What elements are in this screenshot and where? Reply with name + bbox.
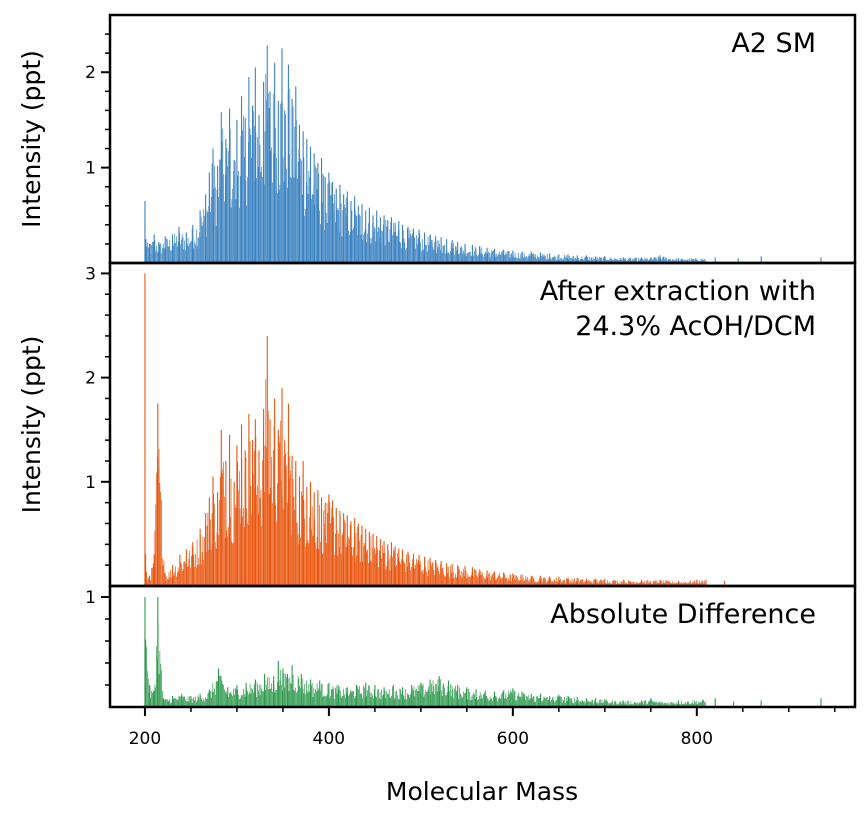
- x-tick-label: 200: [129, 729, 161, 749]
- panel-3: 1 Absolute Difference: [85, 584, 857, 709]
- x-axis-title: Molecular Mass: [386, 777, 578, 806]
- chart-panels: 1 2 Intensity (ppt) A2 SM 1 2 3 Intensity (ppt)…: [17, 13, 857, 709]
- panel-1: 1 2 Intensity (ppt) A2 SM: [17, 13, 857, 265]
- y-tick-label: 2: [85, 369, 96, 389]
- x-tick-label: 600: [497, 729, 529, 749]
- panel-title: A2 SM: [731, 28, 816, 59]
- y-axis-title: Intensity (ppt): [17, 50, 46, 228]
- panel-1-bars: [144, 45, 822, 263]
- panel-title: Absolute Difference: [550, 599, 816, 630]
- x-tick-label: 800: [681, 729, 713, 749]
- y-tick-label: 1: [85, 588, 96, 608]
- panel-2: 1 2 3 Intensity (ppt) After extraction with 2…: [17, 261, 857, 588]
- panel-frame: [108, 584, 857, 709]
- y-tick-label: 3: [85, 264, 96, 284]
- panel-3-bars: [144, 597, 822, 707]
- x-axis: 200 400 600 800: [129, 707, 836, 749]
- panel-title: After extraction with: [540, 276, 816, 307]
- x-tick-label: 400: [313, 729, 345, 749]
- panel-title: 24.3% AcOH/DCM: [575, 311, 816, 342]
- y-tick-label: 1: [85, 159, 96, 179]
- y-tick-label: 1: [85, 473, 96, 493]
- panel-2-bars: [144, 273, 725, 586]
- y-tick-label: 2: [85, 63, 96, 83]
- y-axis-title: Intensity (ppt): [17, 336, 46, 514]
